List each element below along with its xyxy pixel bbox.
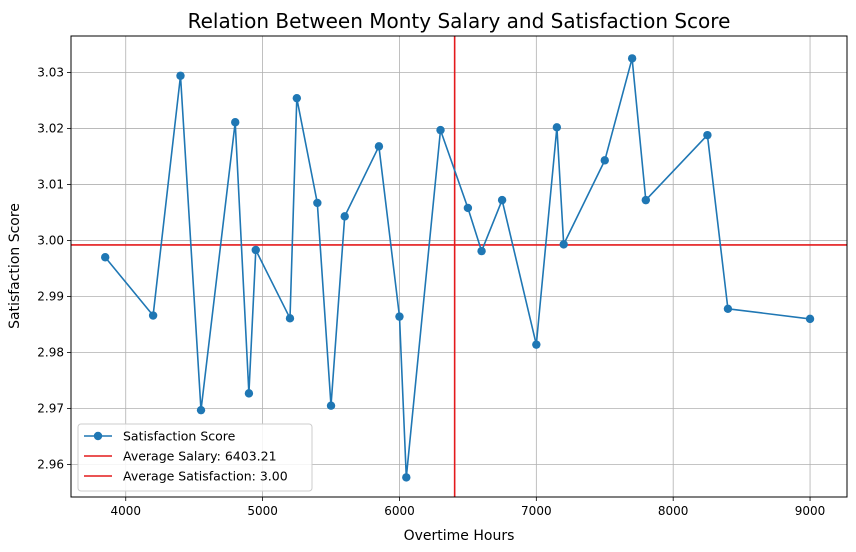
series-layer xyxy=(101,54,815,482)
data-point xyxy=(723,304,733,313)
data-point xyxy=(600,156,609,165)
data-point xyxy=(627,54,637,63)
x-tick-label: 8000 xyxy=(658,504,689,518)
y-tick-label: 3.02 xyxy=(37,121,64,135)
y-tick-label: 3.03 xyxy=(37,65,64,79)
data-point xyxy=(313,198,322,208)
x-tick-label: 6000 xyxy=(384,504,415,518)
data-point xyxy=(552,123,562,132)
data-point xyxy=(374,142,384,151)
data-point xyxy=(251,245,260,255)
data-point xyxy=(497,195,507,205)
data-point xyxy=(340,212,349,221)
data-point xyxy=(395,312,404,321)
data-point xyxy=(477,246,486,256)
y-tick-label: 3.00 xyxy=(37,233,64,247)
data-point xyxy=(231,118,240,127)
legend-entry-satisfaction-score-label: Satisfaction Score xyxy=(123,429,236,444)
data-point xyxy=(101,253,110,262)
y-tick-label: 2.97 xyxy=(37,401,64,415)
legend-box xyxy=(77,423,313,492)
x-tick-label: 4000 xyxy=(110,504,141,518)
data-point xyxy=(292,93,302,103)
data-point xyxy=(196,405,206,415)
data-point xyxy=(532,340,541,349)
data-point xyxy=(703,130,712,140)
data-point xyxy=(805,314,815,324)
x-tick-label: 9000 xyxy=(795,504,826,518)
legend-entry-average-satisfaction-label: Average Satisfaction: 3.00 xyxy=(123,469,288,484)
y-tick-label: 2.96 xyxy=(37,458,64,472)
ticks: 4000 5000 6000 7000 8000 9000 2.96 2.97 2.98 2.99… xyxy=(37,65,825,518)
y-tick-label: 2.99 xyxy=(37,289,64,303)
chart-title: Relation Between Monty Salary and Satisf… xyxy=(188,9,731,33)
data-point xyxy=(244,389,254,398)
data-point xyxy=(326,401,336,410)
x-axis-title: Overtime Hours xyxy=(404,528,515,544)
data-point xyxy=(559,240,568,249)
y-axis-title: Satisfaction Score xyxy=(7,203,23,329)
y-tick-label: 3.01 xyxy=(37,177,64,191)
x-tick-label: 5000 xyxy=(247,504,278,518)
x-tick-label: 7000 xyxy=(521,504,552,518)
legend-entry-satisfaction-score-marker xyxy=(93,431,103,441)
data-point xyxy=(641,195,651,205)
legend: Satisfaction Score Average Salary: 6403.2… xyxy=(77,423,313,492)
data-point xyxy=(402,473,411,482)
y-tick-label: 2.98 xyxy=(37,345,64,359)
plot-frame xyxy=(70,35,848,498)
series-line xyxy=(104,57,811,479)
data-point xyxy=(463,203,473,213)
data-point xyxy=(436,125,445,135)
reference-lines xyxy=(71,36,847,497)
data-point xyxy=(176,71,185,80)
data-point xyxy=(148,311,158,320)
data-point xyxy=(285,314,295,323)
legend-entry-average-salary-label: Average Salary: 6403.21 xyxy=(123,449,277,464)
